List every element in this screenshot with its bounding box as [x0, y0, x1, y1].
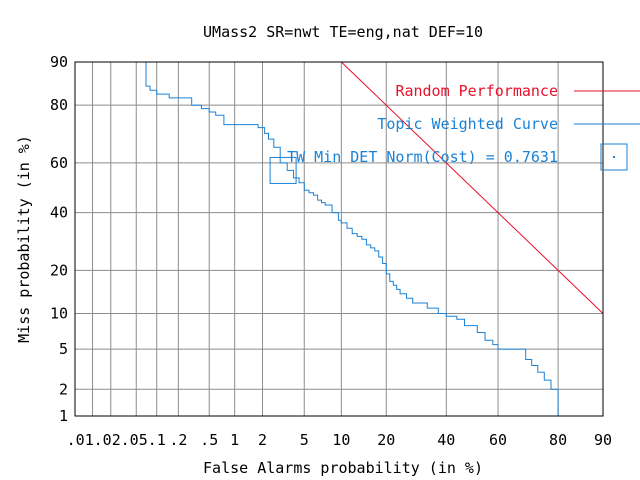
- x-tick-label: 80: [549, 431, 567, 449]
- series-line-0: [340, 61, 604, 314]
- x-tick-label: .01: [67, 431, 94, 449]
- y-tick-label: 60: [50, 154, 68, 172]
- annotation-layer: [269, 156, 297, 184]
- y-tick-label: 10: [50, 304, 68, 322]
- series-line-1: [141, 61, 559, 416]
- y-tick-label: 80: [50, 96, 68, 114]
- x-axis-label: False Alarms probability (in %): [203, 459, 483, 477]
- legend-label-0: Random Performance: [395, 82, 558, 100]
- x-tick-label: 60: [489, 431, 507, 449]
- y-tick-labels: 1 2 5 10 20 40 60 80 90: [50, 53, 68, 425]
- y-axis-label: Miss probability (in %): [15, 135, 33, 343]
- x-tick-label: .1: [148, 431, 166, 449]
- x-tick-label: 40: [437, 431, 455, 449]
- legend-marker-dot: [613, 156, 615, 158]
- x-tick-label: .02: [94, 431, 121, 449]
- x-tick-label: 20: [377, 431, 395, 449]
- y-tick-label: 40: [50, 204, 68, 222]
- y-tick-label: 5: [59, 340, 68, 358]
- y-tick-label: 1: [59, 407, 68, 425]
- y-tick-label: 20: [50, 261, 68, 279]
- x-tick-label: 90: [594, 431, 612, 449]
- x-tick-label: 2: [258, 431, 267, 449]
- y-tick-label: 90: [50, 53, 68, 71]
- legend-marker-square: [600, 143, 628, 171]
- chart-title: UMass2 SR=nwt TE=eng,nat DEF=10: [203, 23, 483, 41]
- x-tick-label: 10: [332, 431, 350, 449]
- x-tick-labels: .01.02.05.1.2 .5 1 2 5 10 20 40 60 80 90: [67, 431, 612, 449]
- legend-label-2: TW Min DET Norm(Cost) = 0.7631: [287, 148, 558, 166]
- legend: Random Performance Topic Weighted Curve TW…: [287, 82, 640, 171]
- grid-lines: [75, 61, 604, 417]
- y-tick-label: 2: [59, 380, 68, 398]
- legend-label-1: Topic Weighted Curve: [377, 115, 558, 133]
- plot-frame: [74, 61, 604, 417]
- x-tick-label: .2: [169, 431, 187, 449]
- x-tick-label: 5: [300, 431, 309, 449]
- x-tick-label: .5: [200, 431, 218, 449]
- series-lines: [141, 61, 604, 416]
- x-tick-label: 1: [230, 431, 239, 449]
- min-cost-marker: [269, 156, 297, 184]
- x-tick-label: .05: [121, 431, 148, 449]
